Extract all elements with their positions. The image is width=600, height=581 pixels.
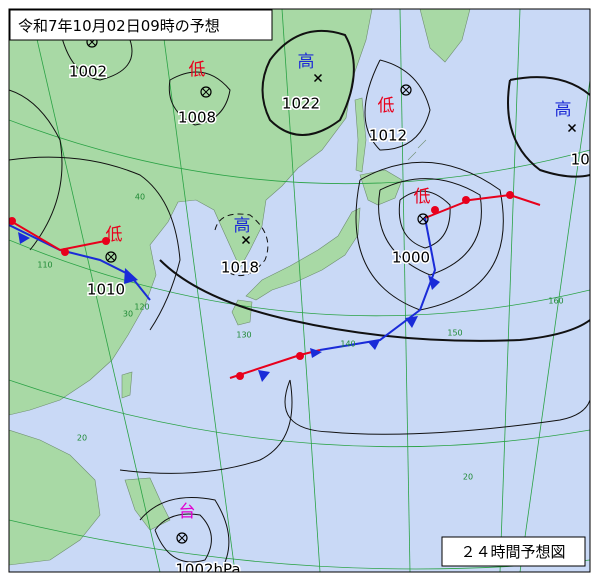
- lat-lon-grid: [9, 9, 590, 572]
- grid-label: 120: [134, 303, 149, 312]
- low-center: [400, 84, 412, 96]
- grid-label: 110: [37, 261, 52, 270]
- grid-label: 20: [77, 434, 87, 443]
- map-area: 1002 低 1008 高 1022 低 1012 高 102 低 1000 低 1010 高 1018 台 1…: [9, 9, 600, 579]
- title-box: [9, 9, 273, 41]
- grid-label: 40: [135, 193, 145, 202]
- grid-label: 30: [123, 310, 133, 319]
- system-label: 低: [414, 187, 431, 207]
- system-pressure: 1010: [87, 281, 125, 299]
- system-pressure: 1002: [69, 63, 107, 81]
- footer-box: [441, 536, 586, 567]
- high-center: [567, 123, 577, 133]
- system-pressure: 1002hPa: [175, 561, 240, 579]
- land: [9, 9, 471, 566]
- low-center-cross: [202, 88, 210, 96]
- low-center: [105, 251, 117, 263]
- title: 令和7年10月02日09時の予想: [18, 17, 220, 35]
- system-label: 低: [106, 225, 123, 245]
- grid-label: 150: [447, 329, 462, 338]
- low-center: [176, 532, 188, 544]
- low-center-cross: [178, 534, 186, 542]
- system-label: 低: [378, 96, 395, 116]
- pressure-systems: 1002 低 1008 高 1022 低 1012 高 102 低 1000 低 1010 高 1018 台 1…: [67, 36, 600, 579]
- footer-label: ２４時間予想図: [460, 543, 565, 561]
- low-center-cross: [419, 215, 427, 223]
- system-pressure: 1022: [282, 95, 320, 113]
- grid-label: 20: [463, 473, 473, 482]
- system-pressure: 1008: [178, 109, 216, 127]
- low-center-cross: [402, 86, 410, 94]
- system-pressure: 102: [571, 151, 600, 169]
- system-label: 高: [298, 52, 315, 72]
- grid-label: 160: [548, 297, 563, 306]
- high-center: [313, 73, 323, 83]
- system-label: 高: [234, 216, 251, 236]
- map-border: [8, 8, 591, 573]
- grid-label: 140: [340, 340, 355, 349]
- system-pressure: 1012: [369, 127, 407, 145]
- system-label: 台: [179, 502, 196, 522]
- isobars: [9, 21, 590, 572]
- low-center: [417, 213, 429, 225]
- system-pressure: 1000: [392, 249, 430, 267]
- low-center-cross: [107, 253, 115, 261]
- system-label: 低: [189, 60, 206, 80]
- high-center: [241, 235, 251, 245]
- system-label: 高: [555, 100, 572, 120]
- fronts: [9, 191, 541, 382]
- low-center: [200, 86, 212, 98]
- system-pressure: 1018: [221, 259, 259, 277]
- grid-label: 130: [236, 331, 251, 340]
